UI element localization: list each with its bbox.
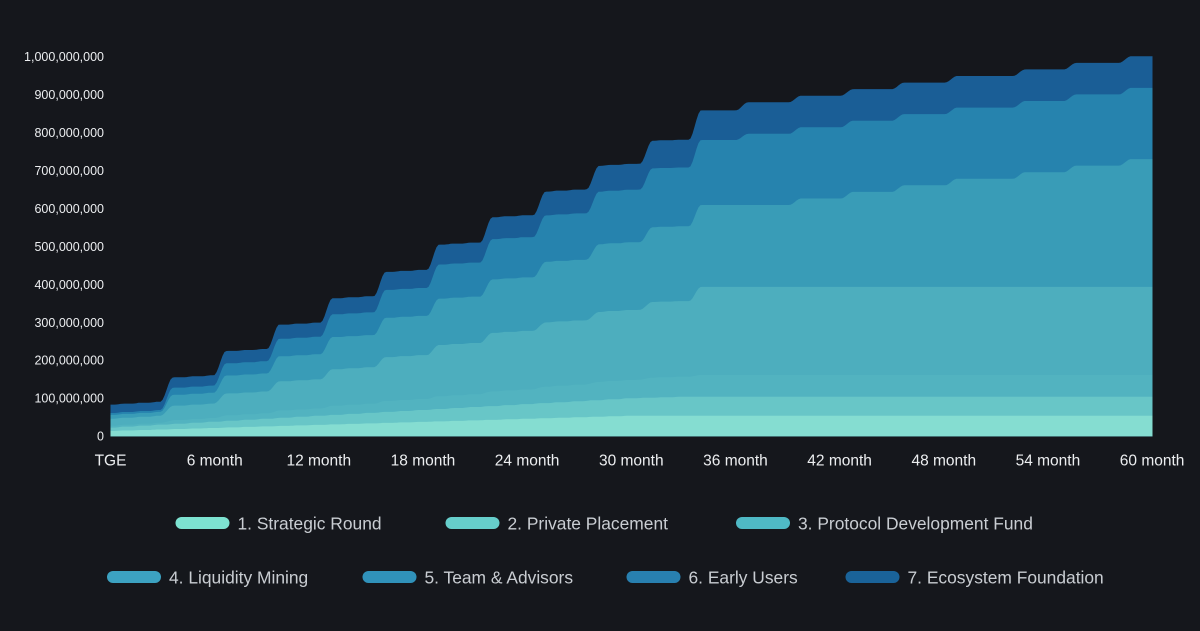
svg-text:5. Team & Advisors: 5. Team & Advisors [425, 568, 574, 588]
svg-text:36 month: 36 month [703, 453, 768, 470]
svg-text:200,000,000: 200,000,000 [34, 354, 104, 368]
svg-text:500,000,000: 500,000,000 [34, 240, 104, 254]
svg-text:12 month: 12 month [286, 453, 351, 470]
svg-text:7. Ecosystem Foundation: 7. Ecosystem Foundation [908, 568, 1104, 588]
svg-text:300,000,000: 300,000,000 [34, 316, 104, 330]
svg-text:48 month: 48 month [911, 453, 976, 470]
svg-text:400,000,000: 400,000,000 [34, 278, 104, 292]
svg-text:0: 0 [97, 430, 104, 444]
svg-text:600,000,000: 600,000,000 [34, 202, 104, 216]
svg-text:54 month: 54 month [1016, 453, 1081, 470]
svg-text:18 month: 18 month [391, 453, 456, 470]
svg-text:3. Protocol Development Fund: 3. Protocol Development Fund [798, 514, 1033, 534]
svg-text:800,000,000: 800,000,000 [34, 126, 104, 140]
svg-text:6. Early Users: 6. Early Users [689, 568, 799, 588]
svg-text:30 month: 30 month [599, 453, 664, 470]
svg-text:1,000,000,000: 1,000,000,000 [24, 50, 104, 64]
svg-text:1. Strategic Round: 1. Strategic Round [238, 514, 382, 534]
svg-text:700,000,000: 700,000,000 [34, 164, 104, 178]
svg-text:TGE: TGE [95, 453, 127, 470]
svg-text:4. Liquidity Mining: 4. Liquidity Mining [169, 568, 308, 588]
svg-text:42 month: 42 month [807, 453, 872, 470]
svg-text:24 month: 24 month [495, 453, 560, 470]
svg-text:60 month: 60 month [1120, 453, 1185, 470]
svg-text:6 month: 6 month [187, 453, 243, 470]
svg-text:2. Private Placement: 2. Private Placement [508, 514, 669, 534]
svg-text:100,000,000: 100,000,000 [34, 392, 104, 406]
svg-text:900,000,000: 900,000,000 [34, 88, 104, 102]
